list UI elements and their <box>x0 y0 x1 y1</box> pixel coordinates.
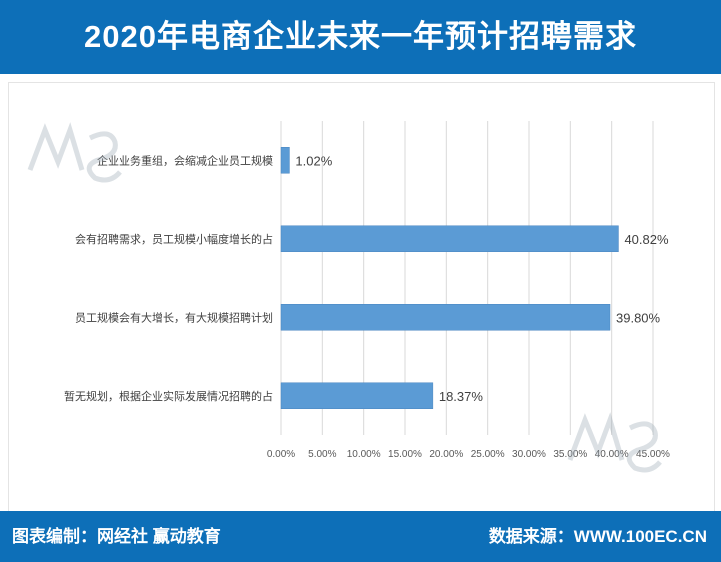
chart-panel: 0.00% 5.00% 10.00% 15.00% 20.00% 25.00% 30.00%… <box>8 82 715 512</box>
bar <box>280 225 619 252</box>
watermark-logo-icon <box>567 412 662 473</box>
bar <box>280 304 611 331</box>
x-tick-label: 10.00% <box>347 449 381 460</box>
x-tick-label: 30.00% <box>512 449 546 460</box>
data-label: 18.37% <box>439 389 484 404</box>
chart-title: 2020年电商企业未来一年预计招聘需求 <box>84 19 637 54</box>
x-tick-label: 20.00% <box>429 449 463 460</box>
x-tick-label: 15.00% <box>388 449 422 460</box>
chart-header-bar: 2020年电商企业未来一年预计招聘需求 <box>0 0 721 74</box>
category-label: 企业业务重组，会缩减企业员工规模 <box>97 153 273 167</box>
x-tick-label: 0.00% <box>267 449 295 460</box>
data-label: 39.80% <box>616 310 661 325</box>
x-tick-label: 35.00% <box>553 449 587 460</box>
bar <box>280 382 434 409</box>
watermark-logo-icon <box>27 122 122 183</box>
bar <box>280 147 290 174</box>
footer-bar: 图表编制：网经社 赢动教育 数据来源：WWW.100EC.CN <box>0 511 721 562</box>
category-label: 员工规模会有大增长，有大规模招聘计划 <box>75 310 273 324</box>
x-tick-label: 40.00% <box>595 449 629 460</box>
data-label: 40.82% <box>624 232 669 247</box>
bar-chart: 0.00% 5.00% 10.00% 15.00% 20.00% 25.00% 30.00%… <box>64 121 670 460</box>
x-tick-label: 45.00% <box>636 449 670 460</box>
footer-source: 数据来源：WWW.100EC.CN <box>488 527 707 546</box>
footer-credit: 图表编制：网经社 赢动教育 <box>12 527 221 546</box>
category-label: 会有招聘需求，员工规模小幅度增长的占 <box>75 232 273 246</box>
category-label: 暂无规划，根据企业实际发展情况招聘的占 <box>64 389 273 403</box>
x-tick-label: 5.00% <box>308 449 336 460</box>
x-tick-label: 25.00% <box>471 449 505 460</box>
data-label: 1.02% <box>295 153 332 168</box>
